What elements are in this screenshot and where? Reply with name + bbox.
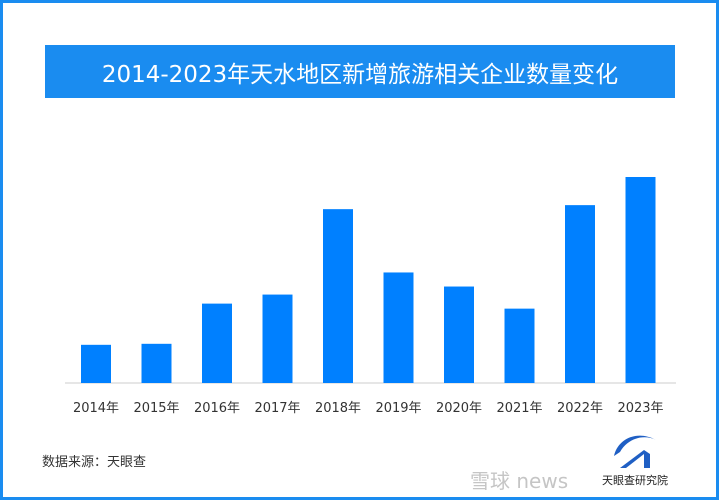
x-tick-label: 2019年 <box>375 401 421 416</box>
bar-2014年 <box>81 344 111 383</box>
chart-title: 2014-2023年天水地区新增旅游相关企业数量变化 <box>45 45 675 98</box>
bar-2020年 <box>444 286 474 383</box>
bar-2022年 <box>565 205 595 383</box>
x-tick-label: 2017年 <box>254 401 300 416</box>
data-source: 数据来源：天眼查 <box>42 455 147 470</box>
x-tick-label: 2015年 <box>133 401 179 416</box>
bar-2018年 <box>323 209 353 383</box>
bar-2016年 <box>202 303 232 383</box>
watermark: 雪球 news <box>470 469 569 493</box>
x-tick-label: 2020年 <box>436 401 482 416</box>
x-tick-label: 2021年 <box>496 401 542 416</box>
x-tick-label: 2016年 <box>194 401 240 416</box>
x-tick-label: 2022年 <box>557 401 603 416</box>
bar-2015年 <box>141 343 172 383</box>
x-tick-label: 2023年 <box>617 401 663 416</box>
tianyancha-logo-icon <box>614 435 656 468</box>
bar-2023年 <box>625 177 656 383</box>
bar-2019年 <box>383 272 414 383</box>
logo-text: 天眼查研究院 <box>602 474 668 487</box>
bar-2021年 <box>504 308 535 383</box>
x-tick-label: 2014年 <box>73 401 119 416</box>
bar-2017年 <box>262 294 293 383</box>
x-tick-label: 2018年 <box>315 401 361 416</box>
